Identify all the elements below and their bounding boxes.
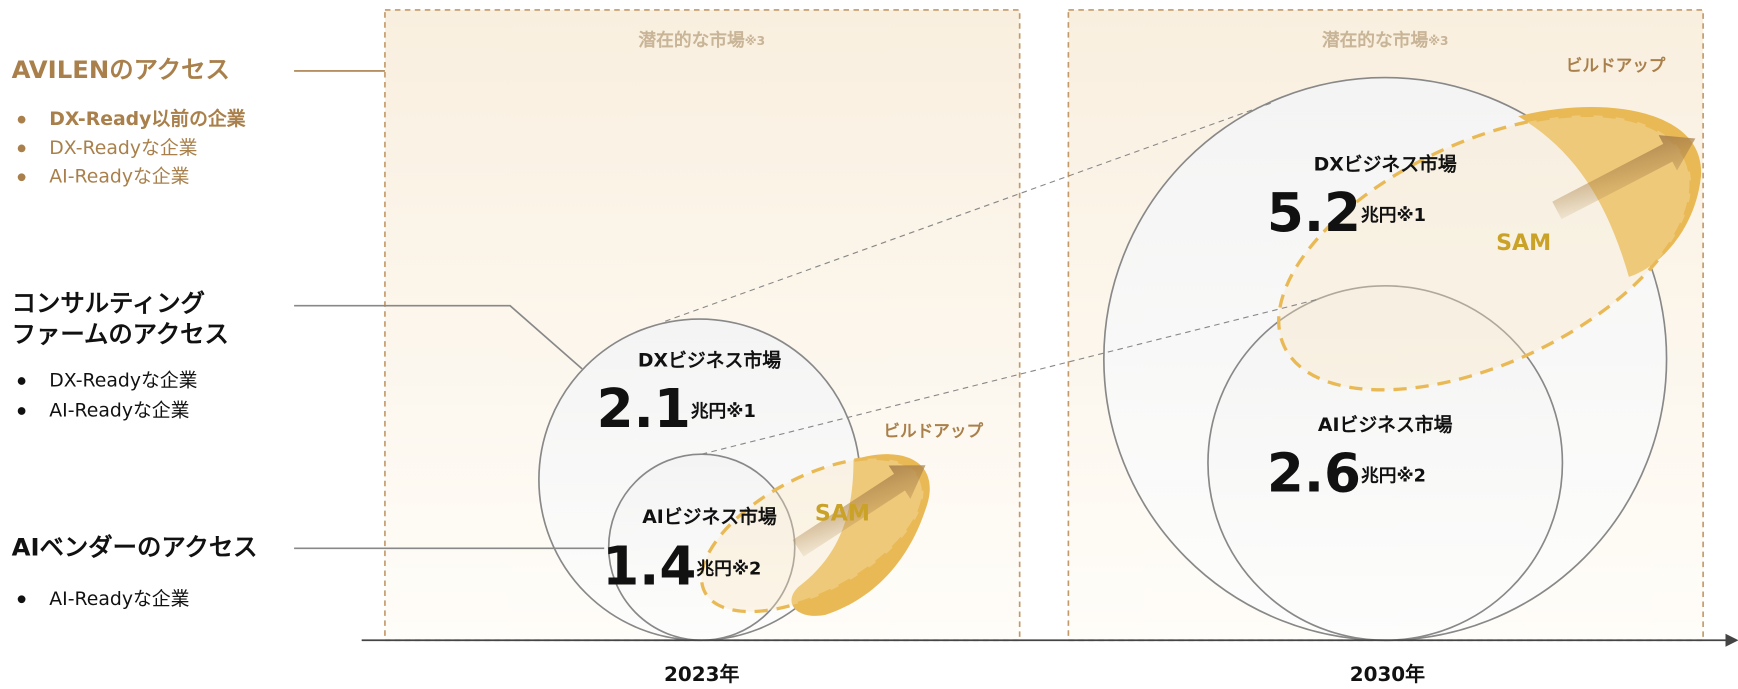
projection-line xyxy=(701,298,1319,455)
size-value: 1.4 xyxy=(602,535,696,597)
ai-market-size: 2.6兆円※2 xyxy=(1267,442,1426,504)
sam-label: SAM xyxy=(1496,230,1551,256)
bullet xyxy=(17,144,26,153)
size-unit: 兆円 xyxy=(696,558,731,579)
ai-market-size: 1.4兆円※2 xyxy=(602,535,761,597)
sam-label: SAM xyxy=(815,500,870,526)
bullet xyxy=(17,173,26,182)
bullet xyxy=(17,595,26,604)
access-title: AIベンダーのアクセス xyxy=(12,532,258,561)
ai-market-name: AIビジネス市場 xyxy=(642,505,777,528)
access-item: DX-Readyな企業 xyxy=(49,370,197,392)
access-connector xyxy=(294,304,583,370)
size-note: ※1 xyxy=(726,402,756,422)
access-item: AI-Readyな企業 xyxy=(49,166,189,188)
dx-market-name: DXビジネス市場 xyxy=(1314,153,1457,176)
size-unit: 兆円 xyxy=(1361,205,1396,226)
bullet xyxy=(17,115,26,124)
ai-market-name: AIビジネス市場 xyxy=(1318,413,1453,436)
access-title: AVILENのアクセス xyxy=(12,55,230,84)
buildup-arrow xyxy=(1552,135,1696,220)
access-title: コンサルティング xyxy=(12,289,205,318)
size-value: 5.2 xyxy=(1267,182,1361,244)
bullet xyxy=(17,407,26,415)
year-label: 2030年 xyxy=(1350,662,1425,686)
panel-label: 潜在的な市場※3 xyxy=(638,29,765,51)
size-value: 2.1 xyxy=(597,378,691,440)
panel-label-text: 潜在的な市場 xyxy=(638,29,745,51)
projection-line xyxy=(664,101,1275,322)
bullet xyxy=(17,377,26,385)
access-title: ファームのアクセス xyxy=(12,320,229,349)
size-note: ※2 xyxy=(732,559,762,579)
dx-market-name: DXビジネス市場 xyxy=(638,349,781,372)
year-label: 2023年 xyxy=(664,662,739,686)
panel-note: ※3 xyxy=(1428,33,1448,47)
buildup-label: ビルドアップ xyxy=(1566,55,1666,75)
access-item: AI-Readyな企業 xyxy=(49,399,189,421)
panel-note: ※3 xyxy=(745,33,765,47)
buildup-label: ビルドアップ xyxy=(883,421,983,441)
size-note: ※1 xyxy=(1396,206,1426,226)
access-item: AI-Readyな企業 xyxy=(49,588,189,610)
access-item: DX-Ready以前の企業 xyxy=(49,107,245,130)
size-unit: 兆円 xyxy=(691,401,726,422)
buildup-arrow xyxy=(792,465,926,557)
dx-market-size: 5.2兆円※1 xyxy=(1267,182,1426,244)
size-value: 2.6 xyxy=(1267,442,1361,504)
size-unit: 兆円 xyxy=(1361,465,1396,486)
content: 潜在的な市場※3SAMビルドアップDXビジネス市場2.1兆円※1AIビジネス市場… xyxy=(12,9,1738,686)
dx-market-size: 2.1兆円※1 xyxy=(597,378,756,440)
size-note: ※2 xyxy=(1396,466,1426,486)
access-item: DX-Readyな企業 xyxy=(49,137,197,159)
panel-label-text: 潜在的な市場 xyxy=(1322,29,1429,51)
panel-label: 潜在的な市場※3 xyxy=(1322,29,1449,51)
